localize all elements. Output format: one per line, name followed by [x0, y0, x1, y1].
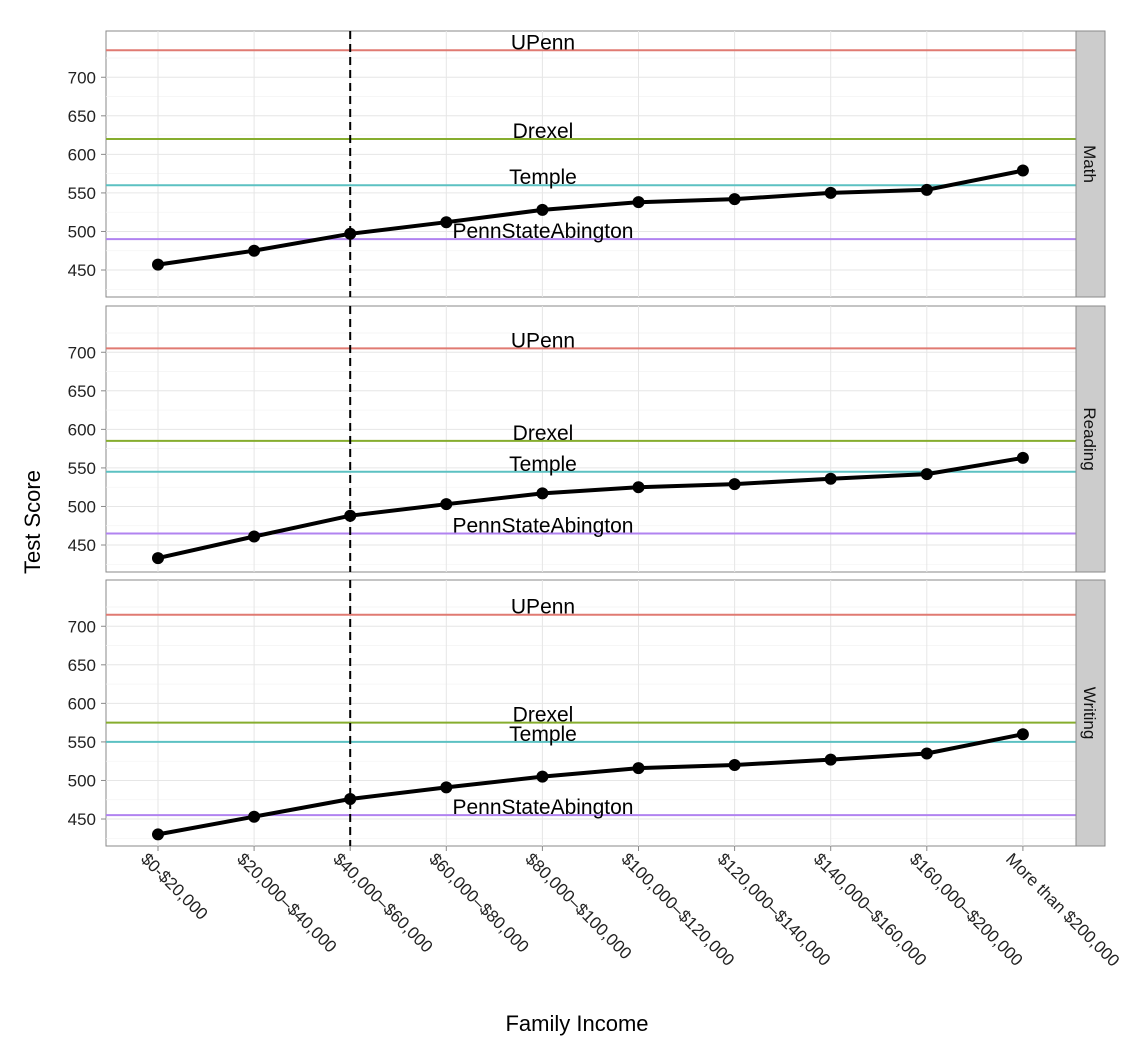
x-tick-label: $20,000–$40,000 — [233, 849, 340, 956]
y-tick-label: 450 — [68, 261, 96, 280]
y-tick-label: 450 — [68, 536, 96, 555]
panel-math: 450 500 550 600 650 700 UPenn Drexel Temple PennS… — [68, 30, 1106, 298]
data-point — [824, 472, 837, 485]
reference-label-drexel: Drexel — [513, 422, 574, 445]
data-point — [920, 183, 933, 196]
data-point — [632, 762, 645, 775]
data-point — [440, 498, 453, 511]
y-tick-label: 550 — [68, 459, 96, 478]
data-point — [1016, 451, 1029, 464]
reference-label-drexel: Drexel — [513, 704, 574, 727]
data-point — [728, 193, 741, 206]
y-axis-title: Test Score — [20, 470, 45, 574]
reference-label-temple: Temple — [509, 166, 577, 189]
reference-label-upenn: UPenn — [511, 329, 575, 352]
data-point — [152, 258, 164, 271]
data-point — [920, 468, 933, 481]
y-tick-label: 650 — [68, 107, 96, 126]
series-line — [157, 168, 1024, 267]
series-line — [157, 732, 1024, 837]
data-point — [152, 552, 164, 565]
reference-label-upenn: UPenn — [511, 596, 575, 619]
data-point — [536, 487, 549, 500]
facet-strip — [1075, 579, 1106, 847]
panel-background — [105, 30, 1077, 298]
data-point — [248, 810, 261, 823]
reference-label-temple: Temple — [509, 723, 577, 746]
data-point — [536, 770, 549, 783]
data-point — [824, 753, 837, 766]
data-point — [344, 792, 357, 805]
x-tick-label: $40,000–$60,000 — [329, 849, 436, 956]
y-tick-label: 500 — [68, 497, 96, 516]
y-tick-label: 700 — [68, 343, 96, 362]
y-tick-label: 650 — [68, 382, 96, 401]
facet-strip — [1075, 305, 1106, 573]
data-point — [632, 196, 645, 209]
data-point — [152, 828, 164, 841]
reference-label-temple: Temple — [509, 453, 577, 476]
y-tick-label: 450 — [68, 810, 96, 829]
data-point — [344, 509, 357, 522]
y-tick-label: 600 — [68, 420, 96, 439]
y-tick-label: 700 — [68, 68, 96, 87]
x-tick-label: $60,000–$80,000 — [425, 849, 532, 956]
y-tick-label: 500 — [68, 771, 96, 790]
facet-strip — [1075, 30, 1106, 298]
x-tick-label: $0-$20,000 — [137, 849, 211, 923]
panel-reading: 450 500 550 600 650 700 UPenn Drexel Temple PennS… — [68, 305, 1106, 573]
facet-strip-label: Reading — [1080, 407, 1099, 470]
y-tick-label: 600 — [68, 145, 96, 164]
data-point — [728, 759, 741, 772]
reference-label-upenn: UPenn — [511, 31, 575, 54]
panel-background — [105, 579, 1077, 847]
reference-label-pennstateabington: PennStateAbington — [453, 220, 634, 243]
panel-background — [105, 305, 1077, 573]
y-tick-label: 550 — [68, 184, 96, 203]
facet-strip-label: Writing — [1080, 687, 1099, 740]
y-tick-label: 550 — [68, 733, 96, 752]
data-point — [440, 216, 453, 229]
reference-label-pennstateabington: PennStateAbington — [453, 514, 634, 537]
y-tick-label: 500 — [68, 222, 96, 241]
data-point — [920, 747, 933, 760]
data-point — [536, 203, 549, 216]
y-tick-label: 600 — [68, 694, 96, 713]
reference-label-pennstateabington: PennStateAbington — [453, 796, 634, 819]
data-point — [728, 478, 741, 491]
data-point — [440, 781, 453, 794]
x-axis: $0-$20,000 $20,000–$40,000$40,000–$60,000… — [137, 846, 1123, 970]
y-tick-label: 700 — [68, 617, 96, 636]
data-point — [824, 186, 837, 199]
data-point — [248, 530, 261, 543]
data-point — [1016, 164, 1029, 177]
data-point — [1016, 728, 1029, 741]
y-tick-label: 650 — [68, 656, 96, 675]
data-point — [632, 481, 645, 494]
x-tick-label: $80,000–$100,000 — [522, 849, 636, 963]
facet-strip-label: Math — [1080, 145, 1099, 183]
series-line — [157, 455, 1024, 561]
x-axis-title: Family Income — [505, 1011, 648, 1036]
reference-label-drexel: Drexel — [513, 120, 574, 143]
data-point — [248, 244, 261, 257]
data-point — [344, 227, 357, 240]
